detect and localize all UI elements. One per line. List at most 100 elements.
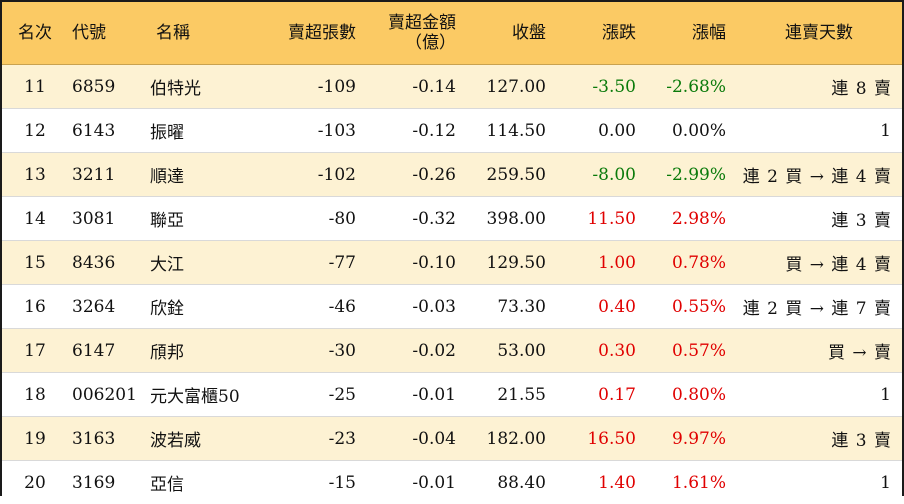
cell-change-pct: 0.57% (646, 329, 736, 373)
cell-streak: 買 → 賣 (736, 329, 902, 373)
cell-change: 0.30 (556, 329, 646, 373)
cell-rank: 16 (2, 285, 68, 329)
cell-streak: 連 2 買 → 連 7 賣 (736, 285, 902, 329)
cell-net-amount: -0.14 (366, 65, 466, 109)
cell-code: 3081 (68, 197, 142, 241)
cell-rank: 11 (2, 65, 68, 109)
header-net-amount[interactable]: 賣超金額 （億） (366, 2, 466, 65)
cell-code: 3211 (68, 153, 142, 197)
cell-net-amount: -0.26 (366, 153, 466, 197)
cell-net-amount: -0.02 (366, 329, 466, 373)
cell-rank: 19 (2, 417, 68, 461)
cell-name: 大江 (142, 241, 272, 285)
cell-code: 3163 (68, 417, 142, 461)
header-streak[interactable]: 連賣天數 (736, 2, 902, 65)
cell-change: -8.00 (556, 153, 646, 197)
cell-net-lots: -77 (272, 241, 366, 285)
cell-name: 亞信 (142, 461, 272, 504)
cell-net-lots: -80 (272, 197, 366, 241)
cell-net-lots: -25 (272, 373, 366, 417)
cell-change-pct: 1.61% (646, 461, 736, 504)
cell-close: 114.50 (466, 109, 556, 153)
cell-close: 88.40 (466, 461, 556, 504)
header-net-amount-line2: （億） (366, 33, 456, 53)
header-net-amount-line1: 賣超金額 (366, 13, 456, 33)
header-change[interactable]: 漲跌 (556, 2, 646, 65)
cell-rank: 12 (2, 109, 68, 153)
cell-change-pct: 0.55% (646, 285, 736, 329)
cell-change: 16.50 (556, 417, 646, 461)
cell-change: 0.00 (556, 109, 646, 153)
cell-change-pct: 0.78% (646, 241, 736, 285)
cell-net-amount: -0.01 (366, 373, 466, 417)
table-header-row: 名次 代號 名稱 賣超張數 賣超金額 （億） 收盤 漲跌 漲幅 連賣天數 (2, 2, 902, 65)
cell-streak: 買 → 連 4 賣 (736, 241, 902, 285)
cell-change: 11.50 (556, 197, 646, 241)
cell-code: 006201 (68, 373, 142, 417)
cell-streak: 1 (736, 373, 902, 417)
cell-name: 振曜 (142, 109, 272, 153)
cell-net-amount: -0.32 (366, 197, 466, 241)
header-rank[interactable]: 名次 (2, 2, 68, 65)
cell-change-pct: 0.80% (646, 373, 736, 417)
cell-streak: 連 8 賣 (736, 65, 902, 109)
cell-streak: 連 3 賣 (736, 417, 902, 461)
cell-change-pct: 0.00% (646, 109, 736, 153)
cell-close: 21.55 (466, 373, 556, 417)
cell-name: 伯特光 (142, 65, 272, 109)
cell-rank: 18 (2, 373, 68, 417)
header-change-pct[interactable]: 漲幅 (646, 2, 736, 65)
cell-close: 127.00 (466, 65, 556, 109)
cell-streak: 1 (736, 109, 902, 153)
cell-net-amount: -0.04 (366, 417, 466, 461)
cell-change-pct: -2.68% (646, 65, 736, 109)
cell-net-lots: -103 (272, 109, 366, 153)
cell-net-lots: -23 (272, 417, 366, 461)
cell-rank: 14 (2, 197, 68, 241)
cell-change-pct: 2.98% (646, 197, 736, 241)
cell-change-pct: -2.99% (646, 153, 736, 197)
header-net-lots[interactable]: 賣超張數 (272, 2, 366, 65)
cell-net-amount: -0.01 (366, 461, 466, 504)
cell-change: -3.50 (556, 65, 646, 109)
cell-code: 6143 (68, 109, 142, 153)
cell-rank: 20 (2, 461, 68, 504)
header-close[interactable]: 收盤 (466, 2, 556, 65)
cell-close: 73.30 (466, 285, 556, 329)
cell-net-lots: -15 (272, 461, 366, 504)
cell-streak: 連 3 賣 (736, 197, 902, 241)
cell-change: 1.00 (556, 241, 646, 285)
cell-change: 0.40 (556, 285, 646, 329)
cell-change-pct: 9.97% (646, 417, 736, 461)
cell-net-lots: -46 (272, 285, 366, 329)
cell-close: 182.00 (466, 417, 556, 461)
header-name[interactable]: 名稱 (142, 2, 272, 65)
cell-streak: 1 (736, 461, 902, 504)
cell-name: 欣銓 (142, 285, 272, 329)
cell-code: 6859 (68, 65, 142, 109)
cell-close: 259.50 (466, 153, 556, 197)
cell-name: 頎邦 (142, 329, 272, 373)
cell-change: 1.40 (556, 461, 646, 504)
cell-code: 3169 (68, 461, 142, 504)
cell-net-amount: -0.12 (366, 109, 466, 153)
cell-net-amount: -0.03 (366, 285, 466, 329)
cell-code: 6147 (68, 329, 142, 373)
header-code[interactable]: 代號 (68, 2, 142, 65)
cell-close: 129.50 (466, 241, 556, 285)
cell-net-lots: -30 (272, 329, 366, 373)
cell-change: 0.17 (556, 373, 646, 417)
